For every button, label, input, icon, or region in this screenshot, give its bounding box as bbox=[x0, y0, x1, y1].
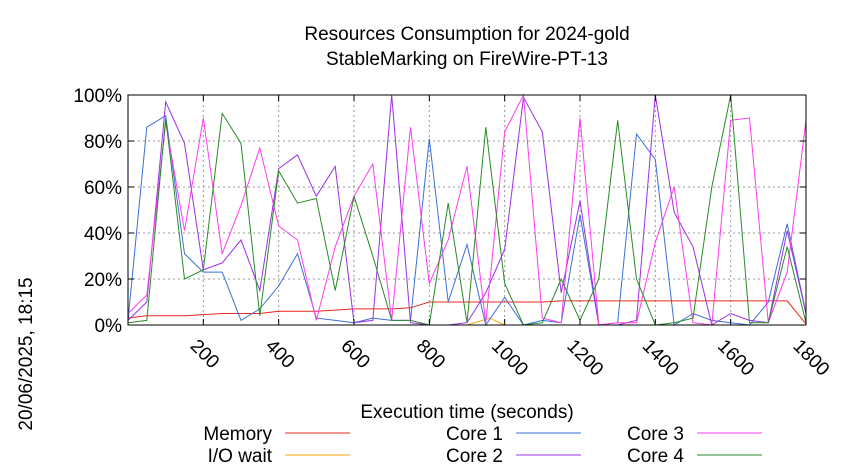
legend-label: Core 3 bbox=[627, 424, 684, 445]
x-tick-label: 1000 bbox=[487, 336, 532, 381]
timestamp: 20/06/2025, 18:15 bbox=[16, 277, 37, 430]
legend-label: I/O wait bbox=[208, 446, 273, 467]
y-tick-label: 60% bbox=[84, 178, 122, 199]
y-tick-label: 40% bbox=[84, 224, 122, 245]
y-tick-label: 80% bbox=[84, 132, 122, 153]
y-tick-label: 0% bbox=[95, 316, 123, 337]
x-tick-label: 600 bbox=[336, 336, 373, 373]
y-tick-label: 20% bbox=[84, 270, 122, 291]
plot-border bbox=[127, 94, 807, 326]
legend-label: Core 2 bbox=[446, 446, 503, 467]
x-tick-label: 1200 bbox=[562, 336, 607, 381]
x-tick-label: 1400 bbox=[638, 336, 683, 381]
x-tick-label: 400 bbox=[261, 336, 298, 373]
legend-label: Memory bbox=[203, 424, 272, 445]
chart-title-line-2: StableMarking on FireWire-PT-13 bbox=[326, 49, 608, 70]
legend-label: Core 4 bbox=[627, 446, 684, 467]
x-tick-label: 800 bbox=[412, 336, 449, 373]
series-lines bbox=[127, 93, 807, 327]
x-axis-ticks: 200 400 600 800 1000 1200 1400 1600 1800 bbox=[186, 95, 833, 380]
legend-label: Core 1 bbox=[446, 424, 503, 445]
chart-title-line-1: Resources Consumption for 2024-gold bbox=[304, 24, 629, 45]
x-tick-label: 1600 bbox=[713, 336, 758, 381]
series-line-core-1 bbox=[127, 114, 807, 327]
series-line-core-4 bbox=[127, 94, 807, 326]
x-axis-label: Execution time (seconds) bbox=[360, 402, 573, 423]
x-tick-label: 1800 bbox=[788, 336, 833, 381]
x-tick-label: 200 bbox=[186, 336, 223, 373]
y-tick-label: 100% bbox=[73, 86, 122, 107]
grid-lines bbox=[128, 95, 806, 325]
series-line-core-3 bbox=[127, 93, 807, 326]
y-axis-ticks: 0% 20% 40% 60% 80% 100% bbox=[73, 86, 806, 337]
